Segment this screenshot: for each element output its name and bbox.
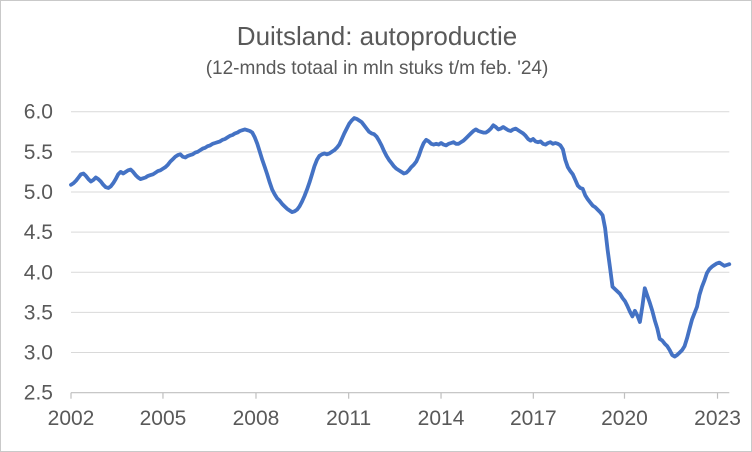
- x-axis-tick-label: 2008: [233, 407, 280, 430]
- y-axis-tick-label: 2.5: [24, 382, 53, 405]
- y-axis-tick-label: 6.0: [24, 101, 53, 124]
- gridlines-layer: [71, 111, 730, 354]
- x-axis-tick-label: 2023: [694, 407, 741, 430]
- y-axis-tick-label: 4.5: [24, 221, 53, 244]
- x-axis-tick-label: 2011: [326, 407, 371, 430]
- x-axis-tick-label: 2014: [418, 407, 465, 430]
- y-axis-tick-label: 5.0: [24, 181, 53, 204]
- chart-subtitle: (12-mnds totaal in mln stuks t/m feb. '2…: [206, 58, 549, 79]
- chart-title: Duitsland: autoproductie: [237, 21, 517, 51]
- y-axis-tick-label: 4.0: [24, 261, 53, 284]
- x-axis-tick-label: 2005: [140, 407, 187, 430]
- axis-labels-layer: 2.5 3.0 3.5 4.0 4.5 5.0 5.5 6.0 2002 2005 2008 2011…: [24, 101, 741, 430]
- data-series-layer: [69, 116, 732, 359]
- y-axis-tick-label: 3.5: [24, 301, 53, 324]
- axes-layer: [70, 392, 730, 399]
- x-axis-tick-label: 2017: [510, 407, 557, 430]
- x-axis-tick-label: 2020: [601, 407, 648, 430]
- production-line: [69, 116, 732, 359]
- x-axis-tick-label: 2002: [48, 407, 95, 430]
- y-axis-tick-label: 5.5: [24, 141, 53, 164]
- y-axis-tick-label: 3.0: [24, 342, 53, 365]
